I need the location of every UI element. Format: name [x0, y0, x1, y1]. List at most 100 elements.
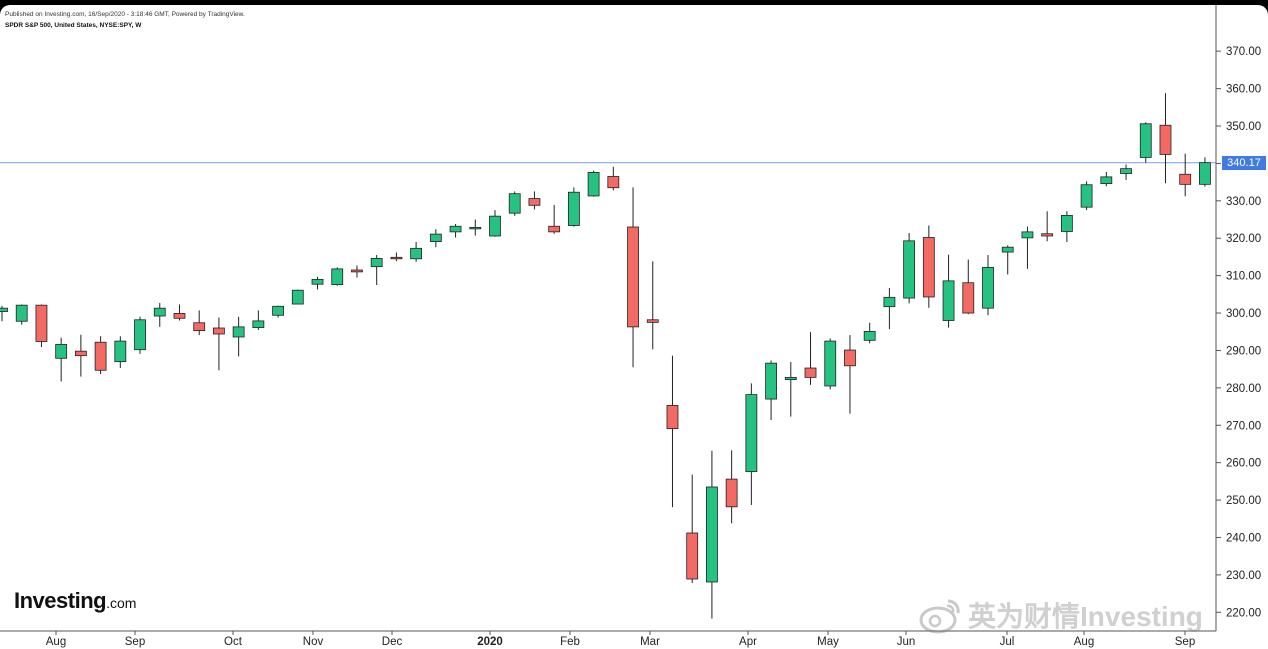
- candle-body-up: [1060, 215, 1073, 232]
- candle: [1041, 211, 1054, 242]
- candle-body-down: [962, 282, 975, 314]
- candle-body-up: [1199, 162, 1211, 185]
- candle-body-up: [410, 247, 423, 260]
- candle: [1159, 93, 1172, 184]
- candle-body-down: [548, 225, 561, 233]
- candle: [1139, 122, 1152, 163]
- candle-body-up: [114, 340, 127, 363]
- candle: [962, 259, 975, 315]
- candle-body-up: [587, 171, 600, 197]
- candle: [213, 317, 225, 371]
- y-tick-label: 350.00: [1226, 121, 1261, 133]
- candle-body-up: [370, 258, 383, 268]
- candle-body-down: [390, 256, 403, 260]
- candle-layer: [0, 93, 1211, 619]
- candle: [1179, 153, 1192, 197]
- candle: [291, 289, 304, 305]
- candle: [922, 225, 935, 308]
- y-tick-label: 320.00: [1226, 233, 1261, 245]
- candle-body-down: [922, 237, 935, 298]
- candle-body-down: [666, 405, 679, 430]
- candle-body-down: [213, 327, 225, 335]
- candle: [508, 191, 521, 216]
- y-tick-label: 360.00: [1226, 84, 1261, 96]
- candle-body-down: [607, 176, 620, 189]
- candle: [1001, 245, 1014, 275]
- chart-header: Published on Investing.com, 16/Sep/2020 …: [5, 9, 245, 31]
- candle-body-up: [1021, 231, 1034, 239]
- candle: [646, 261, 659, 350]
- candle: [1120, 164, 1132, 180]
- candle-body-up: [232, 326, 245, 338]
- candle: [0, 305, 8, 322]
- candle: [784, 362, 797, 417]
- candle-body-up: [745, 394, 758, 473]
- candle-body-up: [824, 340, 837, 387]
- candle-body-up: [1139, 123, 1152, 158]
- x-tick-label: Dec: [382, 636, 403, 648]
- weibo-watermark: 英为财情Investing: [918, 595, 1258, 645]
- candle: [942, 254, 955, 328]
- candle: [489, 210, 501, 237]
- candlestick-chart[interactable]: 220.00 230.00 240.00 250.00 260.00 270.00 280.…: [0, 5, 1268, 649]
- watermark-text: 英为财情Investing: [968, 601, 1203, 632]
- candle: [686, 474, 699, 584]
- candle-body-up: [765, 362, 777, 400]
- x-tick-label: Sep: [125, 636, 145, 648]
- candle-body-up: [311, 278, 324, 285]
- candle: [153, 302, 166, 327]
- y-tick-label: 260.00: [1226, 458, 1261, 470]
- candle: [252, 310, 265, 330]
- candle-body-up: [449, 225, 462, 233]
- logo-text: Investing: [14, 588, 107, 613]
- candle: [607, 166, 620, 191]
- candle: [765, 360, 777, 421]
- candle-body-up: [508, 193, 521, 214]
- candle-body-down: [686, 532, 699, 580]
- y-tick-label: 370.00: [1226, 46, 1261, 58]
- y-tick-label: 270.00: [1226, 420, 1261, 432]
- candle: [390, 252, 403, 262]
- x-tick-label: Jul: [1000, 636, 1015, 648]
- candle-body-up: [1100, 176, 1113, 185]
- candle: [1021, 226, 1034, 269]
- candle: [903, 232, 916, 304]
- candle: [824, 338, 837, 390]
- candle: [548, 204, 561, 234]
- candle: [804, 332, 817, 385]
- y-tick-label: 280.00: [1226, 383, 1261, 395]
- candle-body-up: [134, 319, 146, 351]
- x-tick-label: Oct: [224, 636, 243, 648]
- candle: [173, 304, 186, 321]
- x-tick-label: 2020: [477, 636, 503, 648]
- candle: [15, 304, 28, 325]
- x-tick-label: Apr: [739, 636, 757, 648]
- candle: [567, 187, 580, 227]
- candle-body-up: [863, 330, 876, 341]
- chart-frame: 220.00 230.00 240.00 250.00 260.00 270.00 280.…: [0, 5, 1268, 649]
- candle-body-down: [1179, 173, 1192, 185]
- candle: [587, 170, 600, 197]
- candle-body-down: [173, 313, 186, 319]
- x-tick-label: Aug: [1074, 636, 1094, 648]
- candle: [1199, 157, 1211, 187]
- x-tick-label: Jun: [897, 636, 916, 648]
- candle-body-down: [74, 350, 87, 357]
- candle-body-up: [1080, 184, 1093, 208]
- last-price-label: 340.17: [1222, 155, 1266, 170]
- candle-body-down: [1041, 233, 1054, 237]
- y-tick-label: 300.00: [1226, 308, 1261, 320]
- candle: [232, 316, 245, 357]
- candle-body-up: [903, 240, 916, 299]
- candle-body-up: [252, 320, 265, 329]
- candle: [311, 276, 324, 290]
- candle-body-down: [193, 322, 206, 332]
- y-tick-label: 250.00: [1226, 495, 1261, 507]
- x-tick-label: Mar: [640, 636, 660, 648]
- candle: [982, 255, 994, 316]
- y-tick-label: 220.00: [1226, 607, 1261, 619]
- candle: [94, 336, 107, 375]
- candle-body-down: [94, 341, 107, 371]
- x-tick-label: Sep: [1175, 636, 1195, 648]
- candle: [1080, 181, 1093, 211]
